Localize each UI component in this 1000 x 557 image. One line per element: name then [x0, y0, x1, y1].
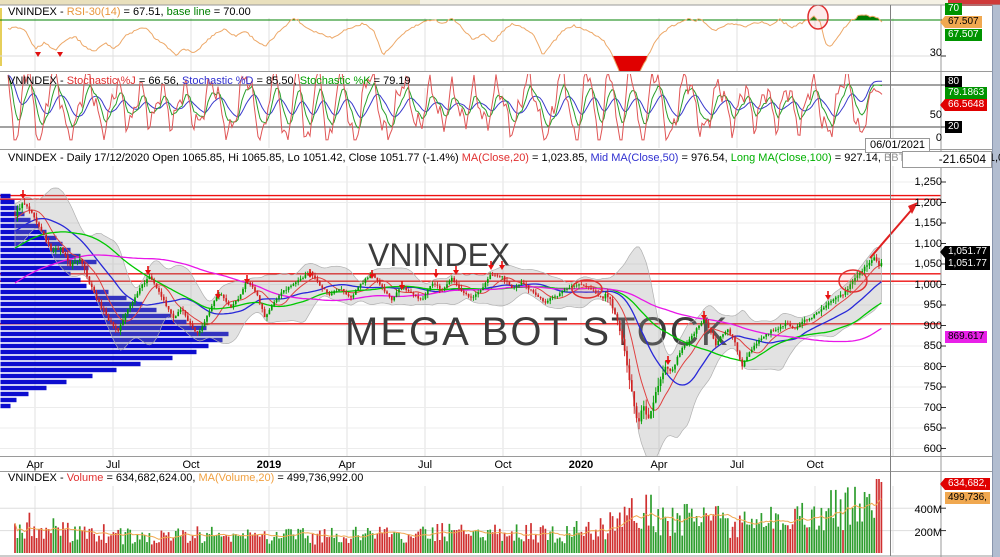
- header-segment: VNINDEX -: [8, 75, 67, 87]
- window-top-strip-light: [420, 0, 948, 5]
- header-segment: = 1,023.85,: [528, 152, 591, 164]
- price-axis-label: 1,051.77: [945, 258, 990, 270]
- header-segment: = 67.51,: [120, 6, 167, 18]
- pane-header-volume: VNINDEX - Volume = 634,682,624.00, MA(Vo…: [8, 472, 363, 485]
- left-edge-accent: [0, 8, 2, 66]
- crosshair-value-tooltip: -21.6504: [902, 151, 992, 168]
- window-top-strip: [0, 0, 420, 5]
- header-segment: = 634,682,624.00,: [103, 472, 199, 484]
- header-segment: Stochastic %K: [299, 75, 371, 87]
- stoch-axis-label: 20: [945, 121, 963, 133]
- stoch-axis-label: 0: [935, 132, 942, 144]
- price-axis-tick: 1,000: [914, 278, 942, 291]
- price-pane: VNINDEX MEGA BOT STOCK: [0, 187, 941, 456]
- date-label: 2020: [568, 459, 594, 471]
- pane-header-rsi: VNINDEX - RSI-30(14) = 67.51, base line …: [8, 6, 251, 19]
- header-segment: VNINDEX -: [8, 472, 67, 484]
- price-axis-tick: 1,200: [914, 196, 942, 209]
- header-segment: = 79.19: [370, 75, 411, 87]
- price-axis-tick: 1,050: [914, 258, 942, 270]
- header-segment: MA(Volume,20): [198, 472, 275, 484]
- header-segment: MA(Close,20): [461, 152, 529, 164]
- price-axis-tick: 850: [923, 340, 942, 352]
- stoch-axis-label: 66.5648: [939, 99, 988, 111]
- rsi-axis-label: 70: [945, 3, 963, 15]
- date-label: Jul: [417, 459, 433, 471]
- pane-header-stoch: VNINDEX - Stochastic %J = 66.56, Stochas…: [8, 75, 411, 88]
- header-segment: VNINDEX -: [8, 6, 67, 18]
- date-label: Apr: [650, 459, 668, 471]
- price-axis-tick: 750: [923, 381, 942, 393]
- rsi-axis-label: 67.507: [940, 16, 982, 28]
- stoch-axis-label: 80: [945, 76, 963, 88]
- price-axis-tick: 700: [923, 401, 942, 414]
- date-label: Jul: [105, 459, 121, 471]
- header-segment: Mid MA(Close,50): [590, 152, 679, 164]
- header-segment: = 499,736,992.00: [274, 472, 364, 484]
- watermark-brand: MEGA BOT STOCK: [345, 310, 729, 354]
- price-axis-label: 869.617: [945, 331, 988, 343]
- pane-frames: [0, 4, 1000, 557]
- vertical-scrollbar[interactable]: [992, 5, 1000, 557]
- date-label: Apr: [26, 459, 44, 471]
- price-axis-label: 1,051.77: [940, 246, 990, 258]
- date-label: Oct: [182, 459, 200, 471]
- header-segment: = 927.14,: [831, 152, 884, 164]
- price-axis-tick: 600: [923, 442, 942, 455]
- watermark-symbol: VNINDEX: [368, 237, 510, 273]
- header-segment: VNINDEX - Daily 17/12/2020 Open 1065.85,…: [8, 152, 462, 164]
- date-label: Apr: [338, 459, 356, 471]
- rsi-axis-label: 67.507: [945, 29, 982, 41]
- stochastic-pane: [0, 74, 941, 142]
- date-label: Oct: [494, 459, 512, 471]
- volume-axis-label: 499,736,: [945, 492, 990, 504]
- date-label: Oct: [806, 459, 824, 471]
- stoch-axis-label: 50: [929, 109, 942, 121]
- header-segment: Stochastic %J: [66, 75, 136, 87]
- window-top-red-box: [948, 0, 1000, 6]
- header-segment: = 66.56,: [135, 75, 182, 87]
- price-axis-tick: 950: [923, 299, 942, 311]
- header-segment: = 85.50,: [253, 75, 300, 87]
- header-segment: RSI-30(14): [66, 6, 121, 18]
- volume-axis-label: 400M: [914, 504, 942, 516]
- gridlines: [0, 18, 941, 553]
- rsi-axis-label: 30: [929, 47, 942, 59]
- header-segment: Long MA(Close,100): [730, 152, 832, 164]
- date-label: 2019: [256, 459, 282, 471]
- price-axis-tick: 1,150: [914, 217, 942, 229]
- header-segment: = 976.54,: [678, 152, 731, 164]
- volume-axis-label: 200M: [914, 527, 942, 539]
- header-segment: base line: [166, 6, 211, 18]
- stoch-axis-label: 79.1863: [945, 87, 988, 99]
- pane-header-main: VNINDEX - Daily 17/12/2020 Open 1065.85,…: [8, 152, 1000, 165]
- crosshair-date-tooltip: 06/01/2021: [865, 138, 931, 153]
- price-axis-tick: 650: [923, 422, 942, 434]
- volume-pane: [14, 479, 883, 553]
- price-axis-tick: 1,250: [914, 176, 942, 188]
- price-axis-tick: 1,100: [914, 237, 942, 250]
- price-axis-tick: 800: [923, 360, 942, 373]
- date-label: Jul: [729, 459, 745, 471]
- header-segment: Volume: [66, 472, 104, 484]
- header-segment: Stochastic %D: [181, 75, 254, 87]
- volume-axis-label: 634,682,: [940, 478, 990, 490]
- rsi-pane: [0, 5, 941, 71]
- header-segment: = 70.00: [210, 6, 251, 18]
- price-axis-tick: 900: [923, 319, 942, 332]
